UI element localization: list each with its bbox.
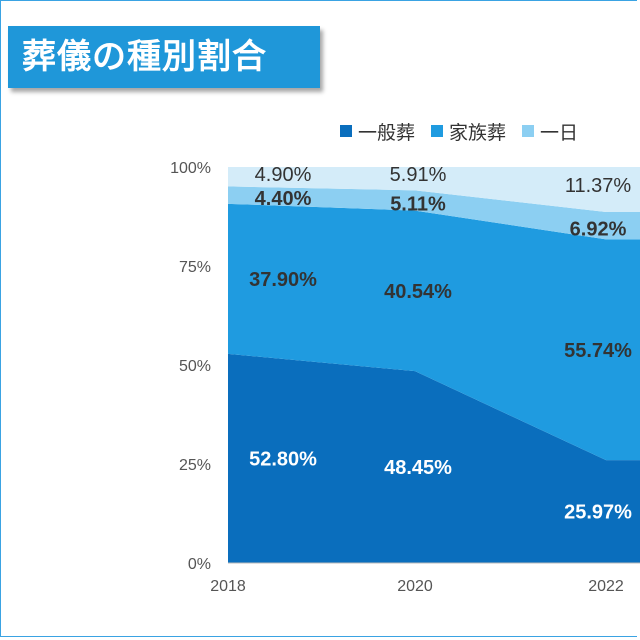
legend-label-kazokuso: 家族葬 [449, 121, 507, 144]
x-tick-label: 2018 [210, 578, 246, 595]
chart-legend: 一般葬 家族葬 一日 [340, 116, 578, 146]
data-label: 5.91% [390, 164, 447, 186]
data-label: 5.11% [390, 193, 446, 215]
legend-item-ippanso: 一般葬 [340, 118, 415, 145]
area-series-1 [228, 203, 640, 461]
data-label: 4.90% [255, 164, 312, 186]
data-label: 11.37% [565, 175, 632, 197]
data-label: 55.74% [564, 340, 632, 362]
legend-swatch-ichinichi [522, 125, 535, 137]
legend-swatch-ippanso [340, 125, 352, 137]
y-tick-label: 0% [188, 556, 211, 573]
data-label: 52.80% [249, 448, 317, 470]
legend-item-kazokuso: 家族葬 [431, 118, 506, 145]
area-series-2 [228, 186, 640, 240]
data-label: 40.54% [384, 281, 452, 303]
y-tick-label: 75% [179, 259, 211, 276]
data-label: 37.90% [249, 269, 317, 291]
data-label: 4.40% [255, 188, 312, 210]
y-tick-label: 50% [179, 358, 211, 375]
area-series-3 [228, 166, 640, 213]
y-tick-label: 100% [170, 160, 211, 177]
data-label: 6.92% [570, 219, 627, 241]
legend-label-ichinichi: 一日 [540, 121, 579, 144]
chart-title: 葬儀の種別割合 [8, 26, 320, 88]
legend-swatch-kazokuso [431, 125, 444, 137]
y-tick-label: 25% [179, 457, 211, 474]
legend-label-ippanso: 一般葬 [358, 121, 416, 144]
legend-item-ichinichi: 一日 [522, 118, 578, 145]
data-label: 48.45% [384, 457, 452, 479]
area-series-0 [228, 353, 640, 563]
x-tick-label: 2022 [588, 578, 624, 595]
x-tick-label: 2020 [397, 578, 433, 595]
data-label: 25.97% [564, 502, 632, 524]
